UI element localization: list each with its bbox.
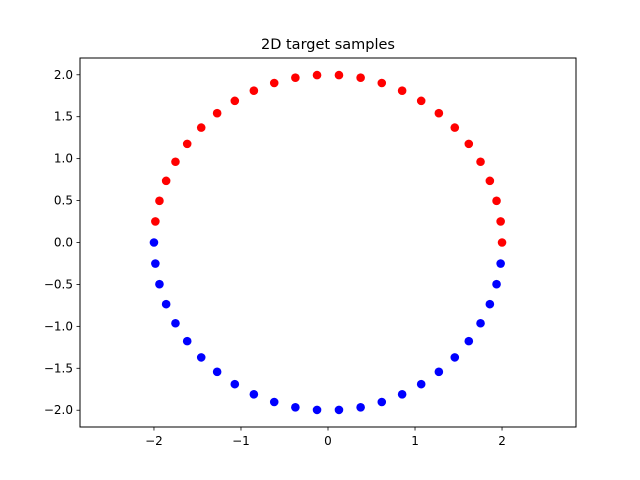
y-tick-label: −2.0 [44, 403, 73, 417]
data-point-blue [291, 402, 300, 412]
y-tick-label: 1.5 [54, 110, 73, 124]
data-point-red [416, 96, 426, 106]
data-point-blue [149, 238, 159, 247]
data-point-blue [416, 379, 426, 389]
data-point-blue [377, 397, 387, 407]
y-tick-label: −1.5 [44, 361, 73, 375]
data-point-blue [155, 279, 164, 289]
data-point-blue [476, 318, 485, 328]
y-tick-label: 0.0 [54, 236, 73, 250]
x-tick-label: −2 [145, 434, 163, 448]
y-tick-label: −1.0 [44, 319, 73, 333]
data-point-red [151, 217, 160, 226]
y-tick-label: 1.0 [54, 152, 73, 166]
data-point-red [249, 86, 259, 96]
data-point-blue [171, 318, 180, 328]
data-point-red [196, 123, 206, 132]
data-point-blue [450, 353, 460, 362]
data-point-blue [485, 299, 495, 309]
data-point-red [182, 139, 192, 149]
y-axis-ticks: −2.0 −1.5 −1.0 −0.5 0.0 0.5 1.0 1.5 2.0 [44, 68, 80, 417]
data-point-red [155, 196, 164, 206]
data-point-red [291, 73, 300, 83]
data-point-blue [182, 336, 192, 346]
axes-frame [79, 57, 577, 428]
data-point-red [496, 217, 505, 226]
data-point-blue [397, 389, 407, 399]
data-point-red [464, 139, 474, 149]
data-point-red [356, 73, 365, 83]
y-tick-label: −0.5 [44, 277, 73, 291]
data-point-blue [212, 367, 222, 377]
x-axis-ticks: −2 −1 0 1 2 [145, 427, 506, 448]
data-point-blue [269, 397, 279, 407]
data-point-blue [496, 259, 505, 268]
data-point-blue [196, 353, 206, 362]
data-point-red [492, 196, 501, 206]
data-point-red [269, 78, 279, 88]
data-point-blue [334, 405, 344, 415]
x-tick-label: 0 [324, 434, 332, 448]
data-point-red [312, 70, 322, 80]
x-tick-label: 2 [498, 434, 506, 448]
y-tick-label: 0.5 [54, 194, 73, 208]
data-point-red [377, 78, 387, 88]
x-tick-label: 1 [411, 434, 419, 448]
data-point-blue [230, 379, 240, 389]
data-point-blue [249, 389, 259, 399]
data-point-red [397, 86, 407, 96]
data-point-blue [356, 402, 365, 412]
data-point-red [476, 157, 485, 167]
x-tick-label: −1 [232, 434, 250, 448]
data-point-red [450, 123, 460, 132]
data-point-red [230, 96, 240, 106]
data-point-red [161, 176, 171, 186]
data-point-red [485, 176, 495, 186]
chart-title: 2D target samples [261, 37, 395, 53]
data-point-blue [464, 336, 474, 346]
data-point-blue [161, 299, 171, 309]
data-point-red [334, 70, 344, 80]
data-point-blue [151, 259, 160, 268]
data-points [149, 70, 507, 415]
data-point-red [171, 157, 180, 167]
data-point-red [497, 238, 507, 247]
data-point-blue [312, 405, 322, 415]
data-point-blue [492, 279, 501, 289]
data-point-blue [434, 367, 444, 377]
y-tick-label: 2.0 [54, 68, 73, 82]
data-point-red [434, 108, 444, 118]
data-point-red [212, 108, 222, 118]
